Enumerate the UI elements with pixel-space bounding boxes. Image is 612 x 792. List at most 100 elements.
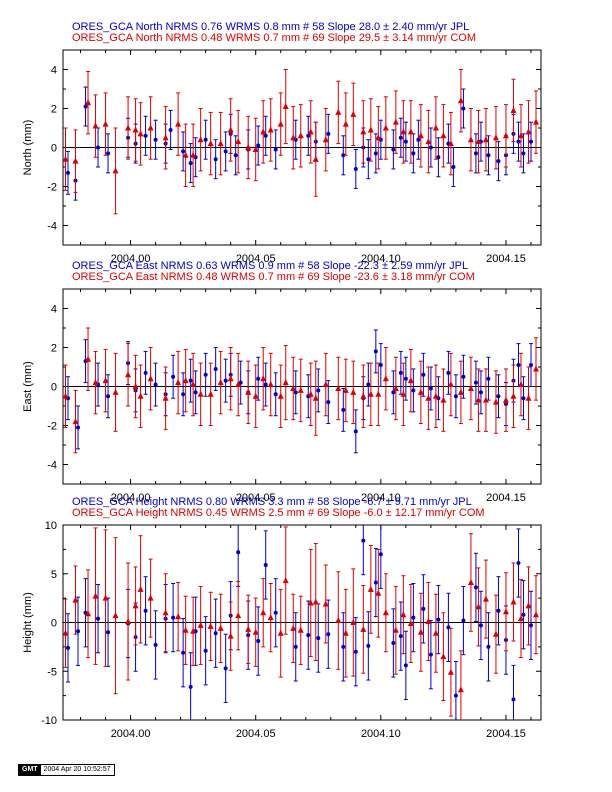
x-tick-label: 2004.15 xyxy=(486,492,526,504)
data-point xyxy=(425,394,432,401)
series-jpl xyxy=(66,525,533,720)
data-point xyxy=(517,381,524,388)
data-point xyxy=(532,118,539,125)
data-point xyxy=(417,132,424,139)
data-point xyxy=(411,615,416,620)
data-point xyxy=(307,599,314,606)
data-point xyxy=(447,140,454,147)
data-point xyxy=(188,378,193,383)
data-point xyxy=(203,648,208,653)
plot-timestamp: 2004 Apr 20 10:52:57 xyxy=(40,765,114,775)
data-point xyxy=(188,161,193,166)
panel-title-line: ORES_GCA East NRMS 0.63 WRMS 0.9 mm # 58… xyxy=(72,260,468,272)
x-tick-label: 2004.10 xyxy=(361,253,401,265)
data-point xyxy=(428,145,433,150)
data-point xyxy=(256,376,261,381)
data-point xyxy=(350,388,357,395)
data-point xyxy=(153,137,158,142)
data-point xyxy=(175,379,182,386)
data-point xyxy=(432,124,439,131)
data-point xyxy=(260,609,267,616)
data-point xyxy=(112,167,119,174)
data-point xyxy=(461,106,466,111)
panel-title-line: ORES_GCA Height NRMS 0.45 WRMS 2.5 mm # … xyxy=(72,507,485,519)
data-point xyxy=(457,686,464,693)
data-point xyxy=(382,124,389,131)
data-point xyxy=(532,611,539,618)
data-point xyxy=(350,619,357,625)
data-point xyxy=(360,392,367,399)
data-point xyxy=(367,126,374,133)
data-point xyxy=(96,145,101,150)
data-point xyxy=(417,628,424,635)
data-point xyxy=(85,610,92,617)
data-point xyxy=(188,684,193,689)
x-tick-label: 2004.00 xyxy=(111,728,151,740)
y-tick-label: 2 xyxy=(51,104,57,116)
data-point xyxy=(273,610,278,615)
data-point xyxy=(92,379,99,386)
data-point xyxy=(461,374,466,379)
data-point xyxy=(203,372,208,377)
y-tick-label: 10 xyxy=(45,520,57,532)
data-point xyxy=(273,392,278,397)
data-point xyxy=(256,639,261,644)
data-point xyxy=(83,104,88,109)
data-point xyxy=(312,598,319,605)
data-point xyxy=(190,151,197,158)
data-point xyxy=(473,585,478,590)
data-point xyxy=(502,608,509,615)
data-point xyxy=(400,128,407,135)
data-point xyxy=(417,388,424,395)
data-point xyxy=(112,612,119,619)
data-point xyxy=(263,133,268,138)
data-point xyxy=(478,623,483,628)
data-point xyxy=(125,618,132,625)
data-point xyxy=(360,128,367,135)
data-point xyxy=(342,629,349,636)
data-point xyxy=(203,137,208,142)
x-tick-label: 2004.00 xyxy=(111,492,151,504)
data-point xyxy=(132,126,139,133)
data-point xyxy=(403,376,408,381)
data-point xyxy=(307,390,314,397)
data-point xyxy=(403,139,408,144)
data-point xyxy=(227,126,234,133)
data-point xyxy=(521,396,526,401)
data-point xyxy=(366,643,371,648)
x-tick-label: 2004.15 xyxy=(486,253,526,265)
data-point xyxy=(62,155,69,162)
data-point xyxy=(227,632,234,639)
data-point xyxy=(478,390,483,395)
data-point xyxy=(373,349,378,354)
data-point xyxy=(267,614,274,621)
data-point xyxy=(361,538,366,543)
data-point xyxy=(62,392,69,399)
data-point xyxy=(267,381,274,388)
series-com xyxy=(62,69,539,215)
data-point xyxy=(528,139,533,144)
data-point xyxy=(132,602,139,609)
data-point xyxy=(510,392,517,399)
data-point xyxy=(181,650,186,655)
data-point xyxy=(137,130,144,137)
data-point xyxy=(516,363,521,368)
data-point xyxy=(245,388,252,395)
y-axis-label: North (mm) xyxy=(22,120,34,176)
panel-title-line: ORES_GCA North NRMS 0.76 WRMS 0.8 mm # 5… xyxy=(72,21,469,33)
data-point xyxy=(482,396,489,403)
data-point xyxy=(162,134,169,141)
data-point xyxy=(467,136,474,143)
x-tick-label: 2004.10 xyxy=(361,728,401,740)
data-point xyxy=(256,143,261,148)
data-point xyxy=(143,608,148,613)
data-point xyxy=(290,624,297,631)
data-point xyxy=(341,407,346,412)
data-point xyxy=(217,140,224,147)
x-tick-label: 2004.15 xyxy=(486,728,526,740)
data-point xyxy=(125,124,132,131)
data-point xyxy=(473,380,478,385)
data-point xyxy=(392,384,399,391)
data-point xyxy=(147,375,154,382)
data-point xyxy=(451,165,456,169)
